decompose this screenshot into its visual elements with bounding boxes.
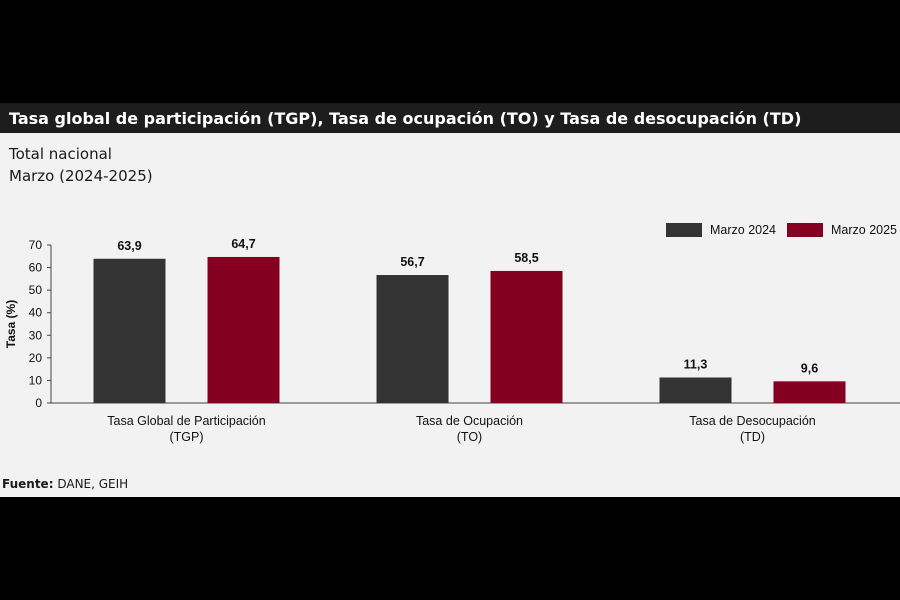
bar-2024-2 (659, 377, 732, 403)
legend-label-2024: Marzo 2024 (710, 223, 777, 237)
y-tick-label: 30 (29, 328, 43, 342)
bar-value-label-2024-1: 56,7 (400, 255, 424, 269)
source-text: DANE, GEIH (57, 477, 129, 491)
legend-swatch-2024 (666, 223, 702, 237)
bar-value-label-2024-2: 11,3 (684, 357, 708, 371)
x-category-label: Tasa de Desocupación (689, 414, 816, 428)
x-category-label: (TD) (740, 430, 765, 444)
y-axis-title: Tasa (%) (4, 300, 18, 348)
chart-panel: Tasa global de participación (TGP), Tasa… (0, 103, 900, 497)
source-label: Fuente: (2, 477, 54, 491)
legend-item-2024: Marzo 2024 (666, 223, 776, 237)
y-tick-label: 60 (29, 261, 43, 275)
bar-2025-2 (773, 381, 846, 403)
bar-2024-1 (376, 275, 449, 403)
subtitle-line-1: Total nacional (9, 145, 112, 163)
y-tick-label: 0 (35, 396, 42, 410)
legend-item-2025: Marzo 2025 (787, 223, 897, 237)
bar-chart: 0 10 20 30 40 50 60 70 Tasa (%) 63,9 64,7 Tasa Glob… (4, 237, 900, 444)
y-tick-label: 20 (29, 351, 43, 365)
source-note: Fuente: DANE, GEIH (2, 477, 128, 491)
subtitle-line-2: Marzo (2024-2025) (9, 167, 153, 185)
bar-value-label-2025-0: 64,7 (231, 237, 255, 251)
x-category-label: Tasa Global de Participación (107, 414, 265, 428)
x-category-label: (TO) (457, 430, 482, 444)
bar-2024-0 (93, 258, 166, 403)
legend-label-2025: Marzo 2025 (831, 223, 898, 237)
chart-title: Tasa global de participación (TGP), Tasa… (0, 103, 900, 133)
bar-value-label-2025-2: 9,6 (801, 361, 818, 375)
bar-value-label-2025-1: 58,5 (514, 251, 538, 265)
y-tick-label: 40 (29, 306, 43, 320)
y-tick-label: 70 (29, 238, 43, 252)
legend-swatch-2025 (787, 223, 823, 237)
y-tick-label: 10 (29, 373, 43, 387)
x-category-label: (TGP) (169, 430, 203, 444)
bar-2025-1 (490, 270, 563, 403)
x-category-label: Tasa de Ocupación (416, 414, 523, 428)
bar-2025-0 (207, 256, 280, 403)
y-tick-label: 50 (29, 283, 43, 297)
bar-value-label-2024-0: 63,9 (117, 239, 141, 253)
